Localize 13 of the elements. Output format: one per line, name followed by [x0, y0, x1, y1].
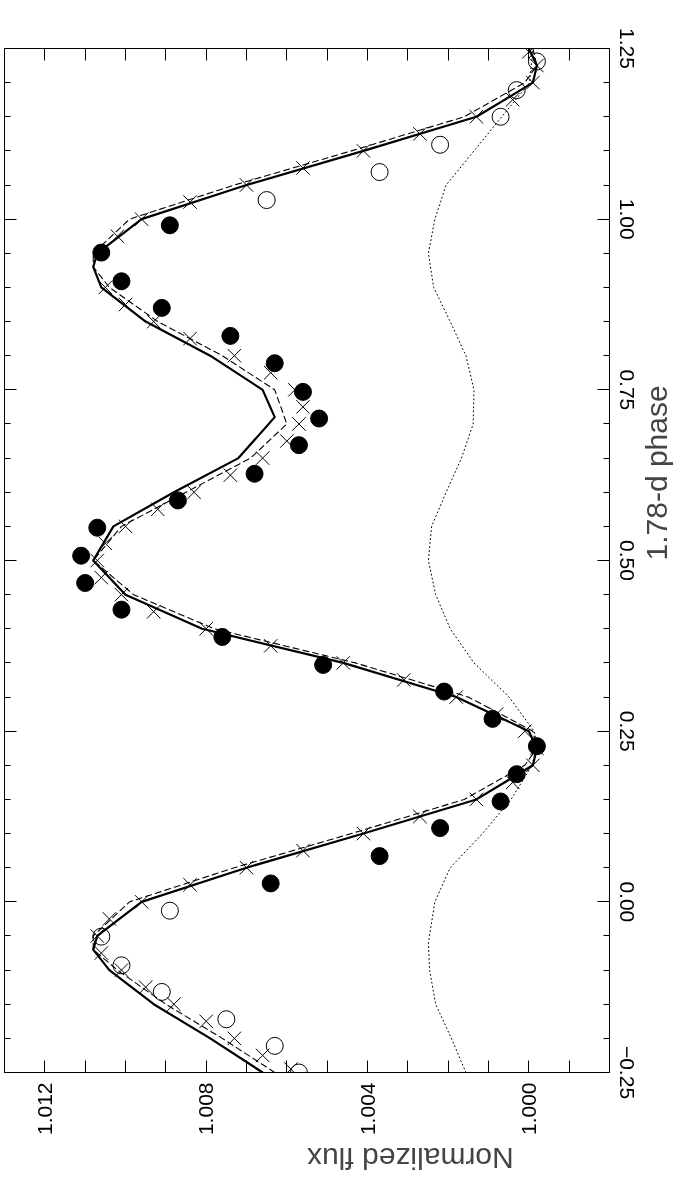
y-tick-label: 1.00 [615, 198, 639, 240]
y-tick-label: 0.00 [615, 881, 639, 923]
x-tick-label: 1.000 [516, 1082, 540, 1136]
y-tick-label: 1.25 [615, 28, 639, 69]
x-tick-label: 1.004 [355, 1082, 379, 1136]
y-tick-label: 0.75 [615, 369, 639, 411]
x-tick-label: 1.008 [194, 1082, 218, 1136]
x-tick-label: 1.012 [32, 1082, 56, 1136]
y-axis-title: 1.78-d phase [640, 385, 673, 561]
x-axis-title: Normalized flux [307, 1141, 514, 1175]
y-tick-label: 0.25 [615, 710, 639, 752]
y-tick-label: −0.25 [615, 1045, 639, 1100]
y-tick-label: 0.50 [615, 540, 639, 581]
